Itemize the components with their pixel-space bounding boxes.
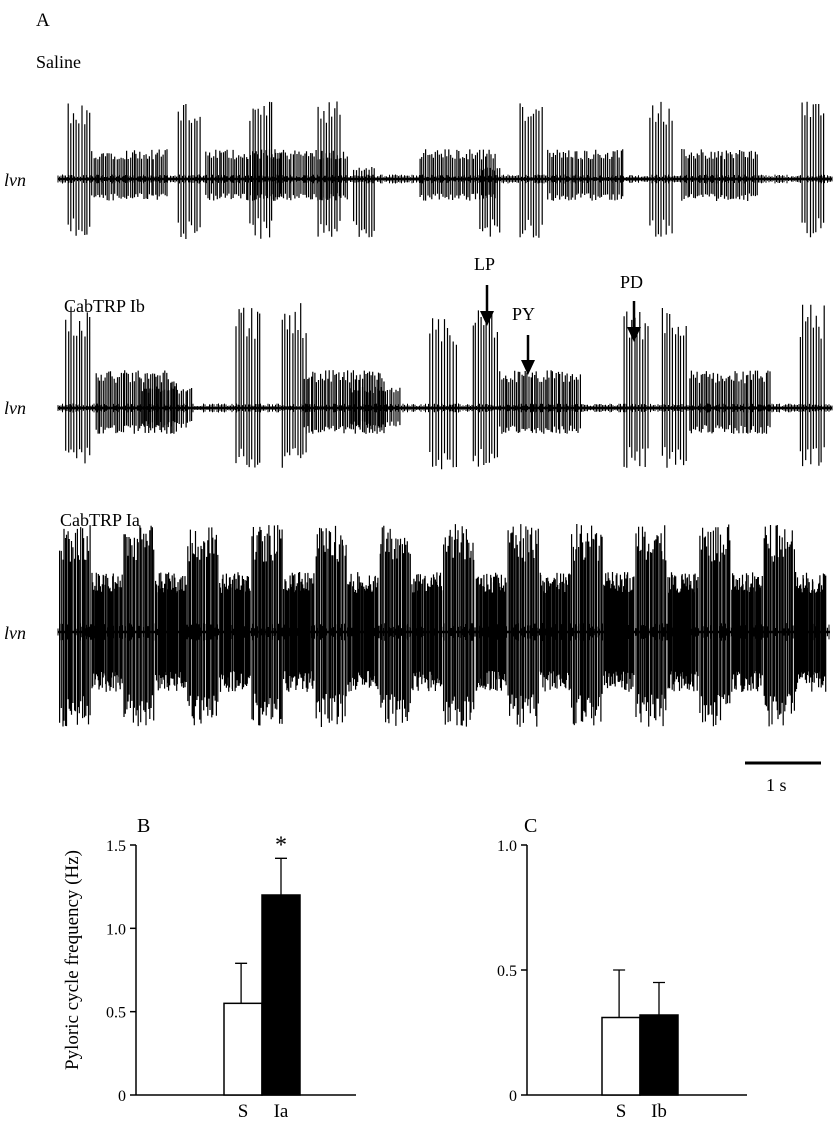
trace-cabtrp-ia-condition: CabTRP Ia [60,510,140,530]
arrow-pd [627,301,641,342]
category-label-s: S [616,1101,627,1122]
bar-ia [261,894,301,1096]
panel-b-letter: B [137,815,150,837]
trace-cabtrp-ia [57,524,830,727]
y-tick-label: 0.5 [106,1005,126,1022]
annotation-lp: LP [474,254,495,274]
bar-s [223,1002,263,1096]
significance-marker: * [275,832,287,858]
trace-cabtrp-ib [57,303,833,470]
panel-c-letter: C [524,815,537,837]
y-tick-label: 0 [509,1088,517,1105]
trace-saline [57,101,833,239]
trace-cabtrp-ib-condition: CabTRP Ib [64,296,145,316]
category-label-s: S [238,1101,249,1122]
trace-cabtrp-ib-nerve-label: lvn [4,398,26,418]
error-bar-s [235,962,248,1004]
chart-b: 0 0.5 1.0 1.5 S Ia * [106,832,356,1122]
error-bar-ia [275,857,287,895]
arrow-py [521,335,535,375]
arrow-lp [480,285,494,326]
y-tick-label: 1.0 [106,921,126,938]
trace-saline-nerve-label: lvn [4,170,26,190]
scale-bar-label: 1 s [766,775,787,795]
chart-c: 0 0.5 1.0 S Ib [497,838,747,1122]
trace-saline-condition: Saline [36,52,81,72]
category-label-ia: Ia [274,1101,289,1122]
trace-cabtrp-ia-nerve-label: lvn [4,623,26,643]
y-tick-label: 1.0 [497,838,517,855]
annotation-py: PY [512,304,535,324]
y-tick-label: 0 [118,1088,126,1105]
bar-s [601,1016,641,1096]
annotation-pd: PD [620,272,643,292]
category-label-ib: Ib [651,1101,667,1122]
error-bar-ib [653,981,665,1015]
error-bar-s [613,969,626,1018]
y-tick-label: 0.5 [497,963,517,980]
chart-b-ylabel: Pyloric cycle frequency (Hz) [62,850,83,1070]
bar-ib [639,1014,679,1096]
panel-a-letter: A [36,10,50,31]
y-tick-label: 1.5 [106,838,126,855]
